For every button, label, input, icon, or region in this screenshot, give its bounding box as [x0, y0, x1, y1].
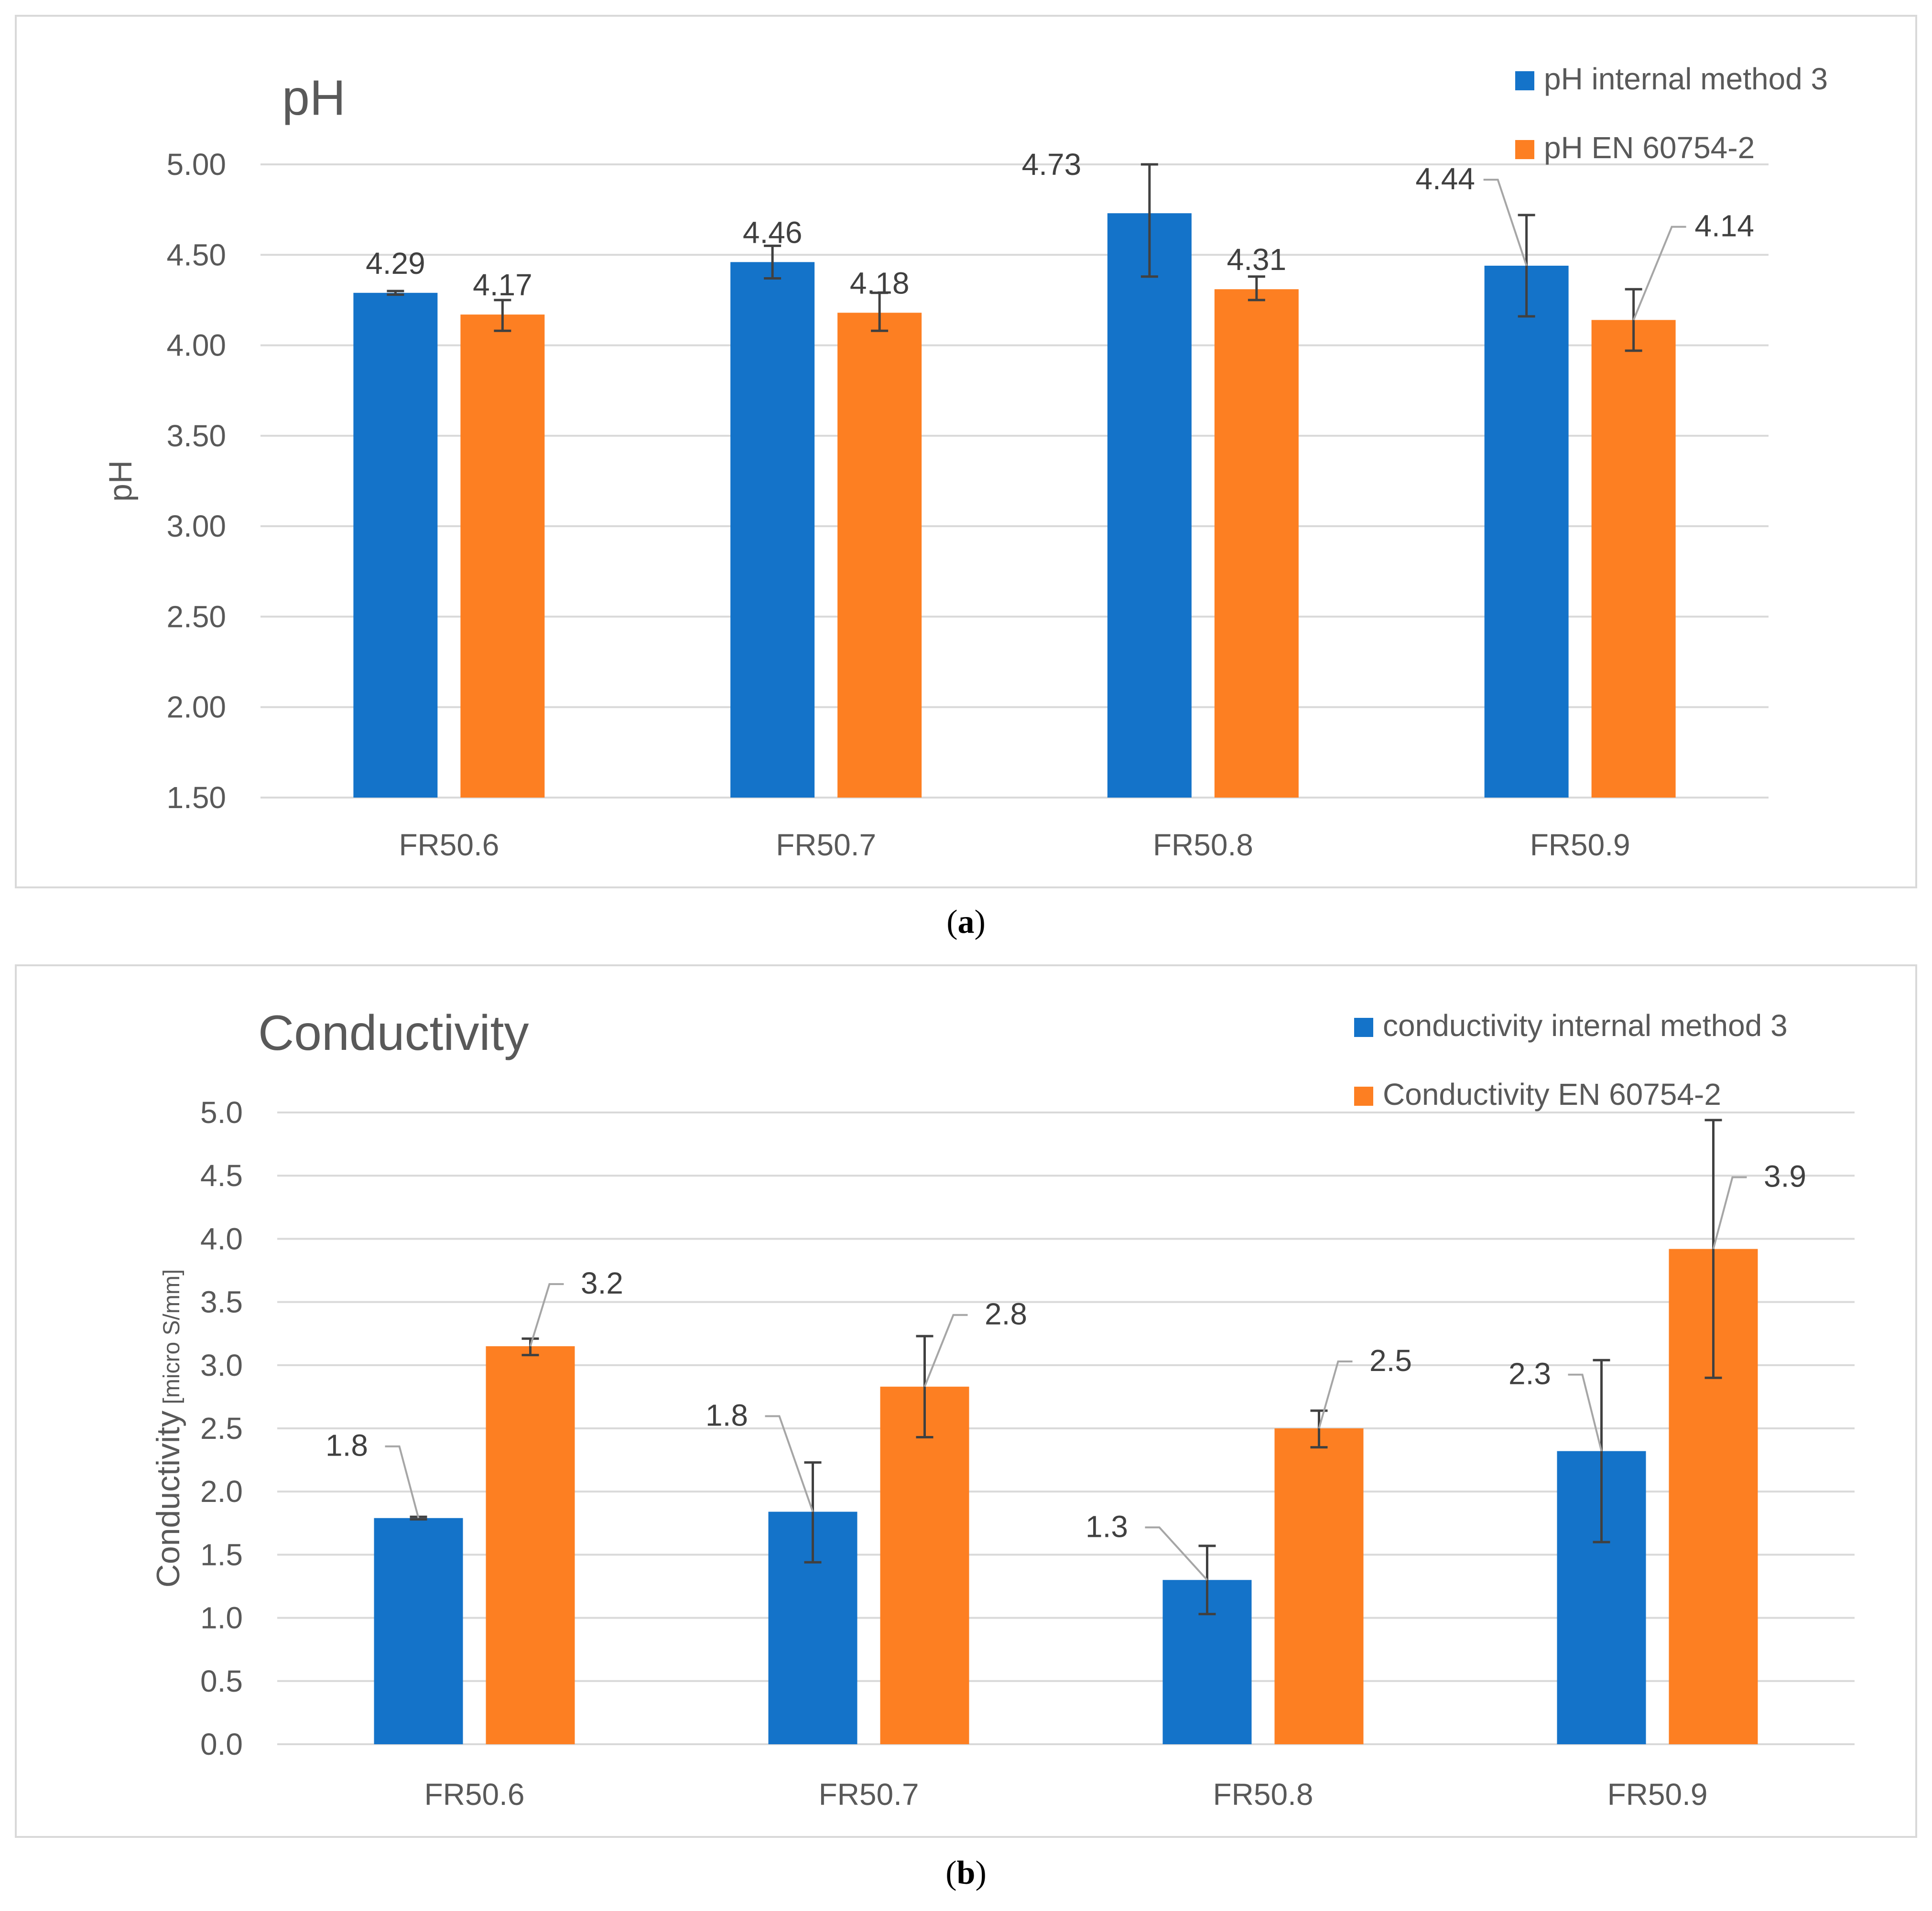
y-tick-label: 2.00 — [166, 690, 226, 724]
x-tick-label: FR50.7 — [776, 828, 876, 862]
data-label-leader — [529, 1283, 564, 1347]
x-tick-label: FR50.7 — [819, 1777, 919, 1812]
y-tick-label: 3.0 — [200, 1348, 243, 1382]
y-tick-label: 3.50 — [166, 419, 226, 453]
data-label-leader — [765, 1415, 814, 1512]
legend-label: conductivity internal method 3 — [1383, 1008, 1788, 1043]
bar — [374, 1518, 463, 1744]
bar — [730, 262, 815, 798]
x-tick-label: FR50.8 — [1153, 828, 1253, 862]
legend-swatch — [1354, 1087, 1373, 1106]
data-label-leader — [1318, 1360, 1353, 1429]
x-tick-label: FR50.6 — [399, 828, 499, 862]
data-label: 4.29 — [366, 246, 425, 281]
y-axis-label: pH — [102, 460, 139, 502]
x-tick-label: FR50.8 — [1213, 1777, 1313, 1812]
y-axis-unit: [micro S/mm] — [159, 1269, 185, 1411]
data-label-leader — [1568, 1373, 1603, 1452]
legend-label: pH EN 60754-2 — [1544, 130, 1755, 165]
data-label-leader — [385, 1445, 420, 1519]
bar — [460, 314, 545, 798]
data-label-leader — [923, 1314, 968, 1387]
y-tick-label: 0.0 — [200, 1727, 243, 1761]
bar — [1214, 289, 1299, 798]
bar — [1107, 213, 1192, 798]
bar — [880, 1386, 969, 1744]
bar — [1274, 1428, 1364, 1744]
ph-chart-panel: pH 1.50 2.00 2.50 3.00 3.50 4.00 4.50 5.00 pH FR50… — [15, 15, 1917, 888]
conductivity-chart: Conductivity 0.0 0.5 1.0 1.5 2.0 2.5 3.0 3.5 4.0 4… — [150, 1005, 1855, 1812]
y-tick-label: 4.50 — [166, 238, 226, 272]
conductivity-chart-panel: Conductivity 0.0 0.5 1.0 1.5 2.0 2.5 3.0 3.5 4.0 4… — [15, 964, 1917, 1838]
bar — [837, 313, 922, 798]
data-label-leader — [1145, 1526, 1208, 1581]
y-tick-label: 3.00 — [166, 509, 226, 543]
y-tick-label: 2.0 — [200, 1474, 243, 1509]
y-tick-label: 5.00 — [166, 147, 226, 182]
bar — [486, 1346, 575, 1744]
bar — [1484, 266, 1569, 798]
y-tick-label: 5.0 — [200, 1095, 243, 1130]
y-tick-label: 0.5 — [200, 1664, 243, 1698]
bar — [1591, 320, 1676, 798]
chart-title: Conductivity — [258, 1005, 529, 1061]
data-label: 4.73 — [1022, 147, 1082, 182]
legend-label: Conductivity EN 60754-2 — [1383, 1077, 1721, 1112]
legend-swatch — [1354, 1018, 1373, 1037]
data-label: 1.3 — [1085, 1509, 1128, 1544]
y-tick-label: 1.50 — [166, 780, 226, 815]
data-label: 3.2 — [581, 1266, 623, 1300]
y-tick-label: 3.5 — [200, 1285, 243, 1319]
data-label: 4.18 — [850, 266, 910, 300]
data-label: 4.44 — [1415, 162, 1475, 196]
legend-swatch — [1515, 140, 1534, 159]
data-label: 4.14 — [1694, 209, 1754, 243]
data-label: 3.9 — [1764, 1159, 1806, 1194]
caption-b: (b) — [945, 1855, 987, 1891]
y-axis-label: Conductivity [micro S/mm] — [150, 1269, 186, 1587]
y-tick-label: 2.5 — [200, 1411, 243, 1446]
y-tick-label: 4.00 — [166, 328, 226, 363]
y-tick-label: 2.50 — [166, 599, 226, 634]
data-label-leader — [1712, 1176, 1747, 1250]
data-label-leader — [1632, 226, 1686, 321]
bar — [353, 292, 438, 798]
ph-chart: pH 1.50 2.00 2.50 3.00 3.50 4.00 4.50 5.00 pH FR50… — [102, 62, 1828, 862]
y-tick-label: 1.0 — [200, 1601, 243, 1635]
data-label: 2.8 — [985, 1297, 1027, 1331]
chart-title: pH — [282, 70, 346, 126]
data-label: 4.17 — [473, 268, 532, 302]
x-tick-label: FR50.9 — [1607, 1777, 1708, 1812]
y-tick-label: 4.5 — [200, 1158, 243, 1193]
legend-label: pH internal method 3 — [1544, 62, 1828, 96]
y-tick-label: 1.5 — [200, 1537, 243, 1572]
caption-a: (a) — [946, 904, 986, 940]
data-label: 1.8 — [326, 1428, 368, 1463]
data-label: 1.8 — [706, 1398, 748, 1433]
data-label: 4.46 — [743, 215, 803, 249]
y-tick-label: 4.0 — [200, 1221, 243, 1256]
x-tick-label: FR50.9 — [1530, 828, 1630, 862]
data-label: 4.31 — [1227, 242, 1287, 277]
data-label-leader — [1483, 179, 1528, 266]
data-label: 2.3 — [1509, 1357, 1551, 1391]
x-tick-label: FR50.6 — [424, 1777, 525, 1812]
legend-swatch — [1515, 71, 1534, 90]
data-label: 2.5 — [1369, 1343, 1412, 1378]
